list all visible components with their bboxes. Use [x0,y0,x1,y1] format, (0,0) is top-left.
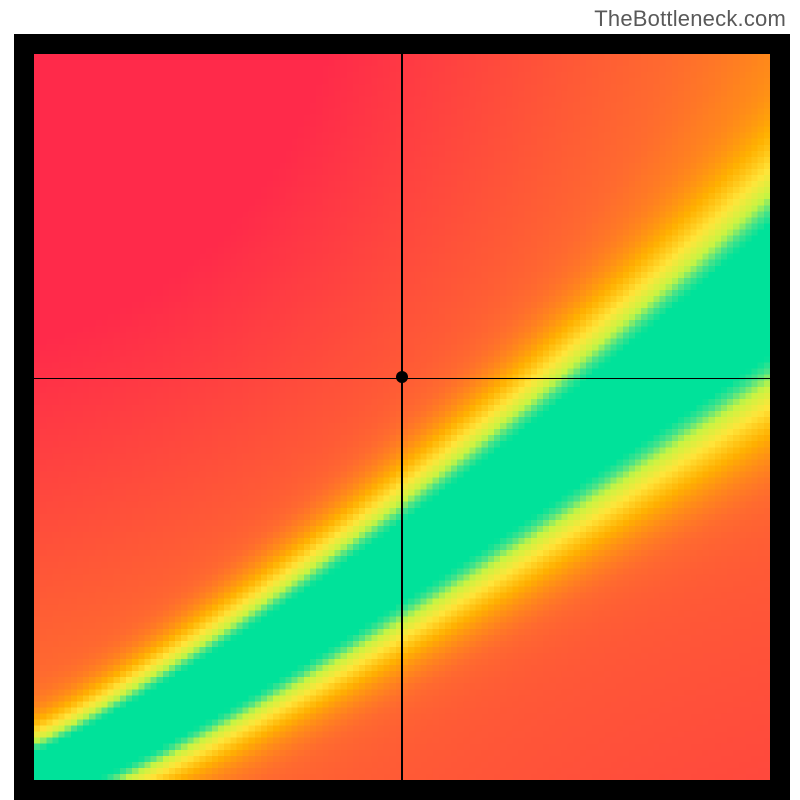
watermark-text: TheBottleneck.com [594,6,786,32]
chart-container: TheBottleneck.com [0,0,800,800]
crosshair-vertical [401,54,403,780]
selection-marker [396,371,408,383]
